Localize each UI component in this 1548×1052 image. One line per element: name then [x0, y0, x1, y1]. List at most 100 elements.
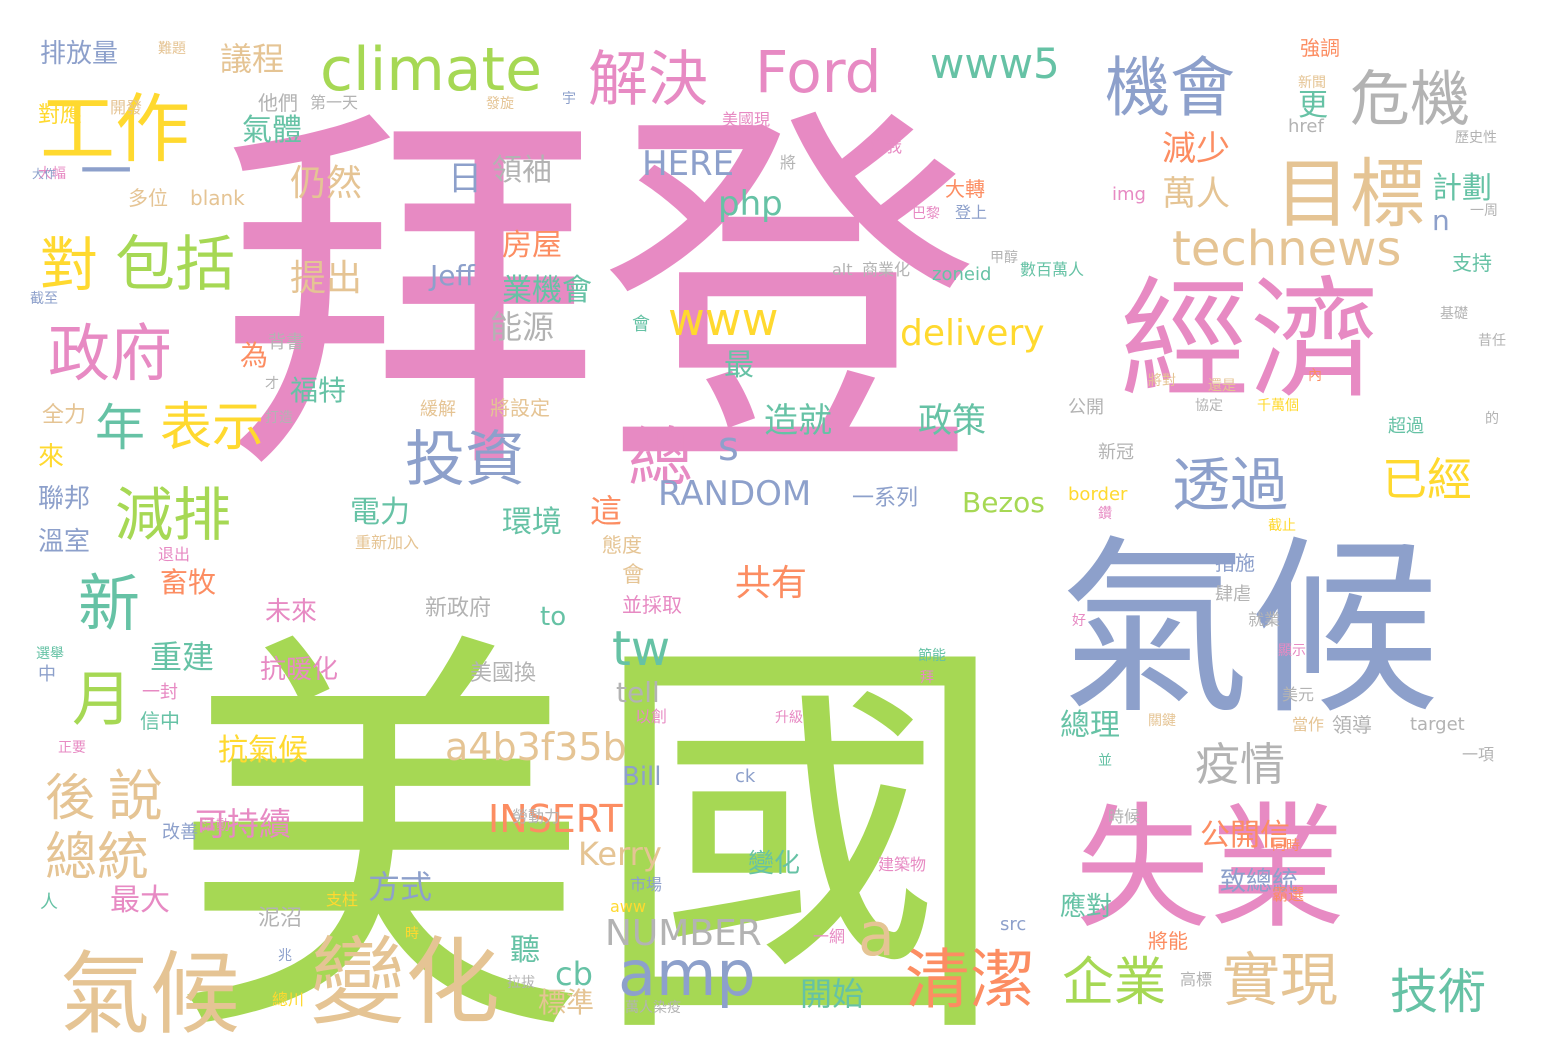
cloud-word: 說 — [108, 764, 163, 828]
cloud-word: 可持續 — [195, 805, 291, 843]
cloud-word: 表示 — [160, 398, 264, 458]
cloud-word: 變化 — [310, 928, 500, 1038]
cloud-word: 鑽 — [1098, 506, 1112, 522]
cloud-word: 造就 — [764, 401, 832, 441]
cloud-word: www5 — [930, 39, 1060, 88]
cloud-word: 昔任 — [1478, 333, 1506, 349]
cloud-word: 會 — [622, 563, 644, 588]
cloud-word: 對應 — [38, 102, 82, 128]
cloud-word: 議程 — [220, 40, 284, 78]
cloud-word: 氣體 — [242, 113, 302, 148]
cloud-word: 信中 — [140, 709, 180, 733]
cloud-word: 變化 — [748, 849, 800, 879]
cloud-word: zoneid — [932, 264, 991, 285]
cloud-word: 支持 — [1452, 251, 1492, 275]
cloud-word: 態度 — [602, 533, 642, 557]
cloud-word: 他們 — [258, 91, 298, 115]
cloud-word: 技術 — [1390, 964, 1486, 1020]
cloud-word: 萬人染疫 — [625, 1000, 681, 1016]
cloud-word: 已經 — [1382, 453, 1472, 506]
cloud-word: alt — [832, 260, 853, 279]
cloud-word: Ford — [755, 38, 881, 106]
cloud-word: 月 — [72, 665, 132, 735]
cloud-word: Bill — [622, 762, 662, 792]
cloud-word: 一 — [80, 143, 132, 203]
cloud-word: 企業 — [1062, 953, 1166, 1013]
cloud-word: 美元 — [1282, 685, 1314, 704]
cloud-word: blank — [190, 186, 245, 210]
cloud-word: 拜登 — [220, 77, 980, 520]
cloud-word: 大作 — [32, 167, 56, 181]
cloud-word: 清潔 — [905, 943, 1035, 1018]
cloud-word: 失業 — [1075, 790, 1345, 947]
cloud-word: technews — [1172, 221, 1401, 277]
cloud-word: 關鍵 — [1148, 713, 1176, 729]
cloud-word: 美國現 — [722, 110, 770, 129]
cloud-word: 登上 — [955, 203, 987, 222]
cloud-word: 排放量 — [40, 39, 118, 69]
cloud-word: 實現 — [1222, 946, 1338, 1014]
cloud-word: 領袖 — [492, 153, 552, 188]
cloud-word: 千萬個 — [1257, 398, 1299, 414]
cloud-word: 房屋 — [502, 228, 562, 263]
cloud-word: 致總統 — [1220, 867, 1298, 897]
cloud-word: 總川 — [272, 990, 304, 1009]
cloud-word: 未來 — [265, 597, 317, 627]
cloud-word: 升級 — [775, 710, 803, 726]
cloud-word: 超過 — [1388, 416, 1424, 437]
cloud-word: 電力 — [350, 495, 410, 530]
cloud-word: 巴黎 — [912, 206, 940, 222]
cloud-word: 肆虐 — [1215, 584, 1251, 605]
cloud-word: 新聞 — [1298, 75, 1326, 91]
cloud-word: 以創 — [635, 707, 667, 726]
cloud-word: 這 — [590, 492, 622, 530]
cloud-word: 業機會 — [502, 273, 592, 308]
cloud-word: 目標 — [1275, 150, 1425, 238]
cloud-word: 美國 — [170, 601, 1010, 1052]
cloud-word: 解決 — [588, 45, 708, 115]
cloud-word: 政府 — [48, 317, 172, 390]
cloud-word: 透過 — [1172, 451, 1288, 519]
cloud-word: s — [718, 424, 739, 470]
cloud-word: 將設定 — [490, 396, 550, 420]
cloud-word: 新政府 — [425, 596, 491, 621]
cloud-word: 更 — [1298, 88, 1328, 123]
cloud-word: 投資 — [405, 425, 525, 495]
cloud-word: src — [1000, 914, 1026, 935]
cloud-word: 人 — [40, 892, 58, 913]
cloud-word: 計劃 — [1432, 171, 1492, 206]
cloud-word: a — [858, 900, 895, 970]
cloud-word: 美國換 — [470, 661, 536, 686]
cloud-word: 機會 — [1105, 51, 1235, 126]
cloud-word: 節能 — [918, 647, 946, 664]
cloud-word: border — [1068, 484, 1128, 505]
cloud-word: 重新加入 — [355, 533, 419, 552]
cloud-word: tell — [616, 676, 660, 709]
cloud-word: 一網 — [813, 927, 845, 946]
cloud-word: 打造 — [265, 409, 293, 426]
cloud-word: 將能 — [1148, 929, 1188, 953]
cloud-word: 聯邦 — [38, 484, 90, 514]
cloud-word: 新冠 — [1098, 442, 1134, 463]
cloud-word: 拉拔 — [507, 975, 535, 991]
cloud-word: aww — [610, 897, 646, 916]
cloud-word: php — [718, 184, 783, 224]
cloud-word: 重建 — [150, 638, 214, 676]
cloud-word: ck — [735, 766, 756, 787]
cloud-word: 來 — [38, 442, 64, 472]
cloud-word: 開始 — [800, 975, 864, 1013]
cloud-word: 為 — [240, 339, 268, 372]
cloud-word: 高標 — [1180, 970, 1212, 989]
cloud-word: 數百萬人 — [1020, 260, 1084, 279]
cloud-word: 應對 — [1060, 892, 1112, 922]
cloud-word: 時候 — [1108, 807, 1140, 826]
cloud-word: 並採取 — [622, 593, 682, 617]
cloud-word: 大幅 — [38, 166, 66, 182]
cloud-word: 公開信 — [1200, 818, 1290, 853]
cloud-word: 包括 — [115, 230, 235, 300]
cloud-word: 領導 — [1332, 713, 1372, 737]
cloud-word: 難題 — [158, 41, 186, 57]
cloud-word: 同時 — [1272, 838, 1300, 854]
cloud-word: 建築物 — [878, 855, 926, 874]
